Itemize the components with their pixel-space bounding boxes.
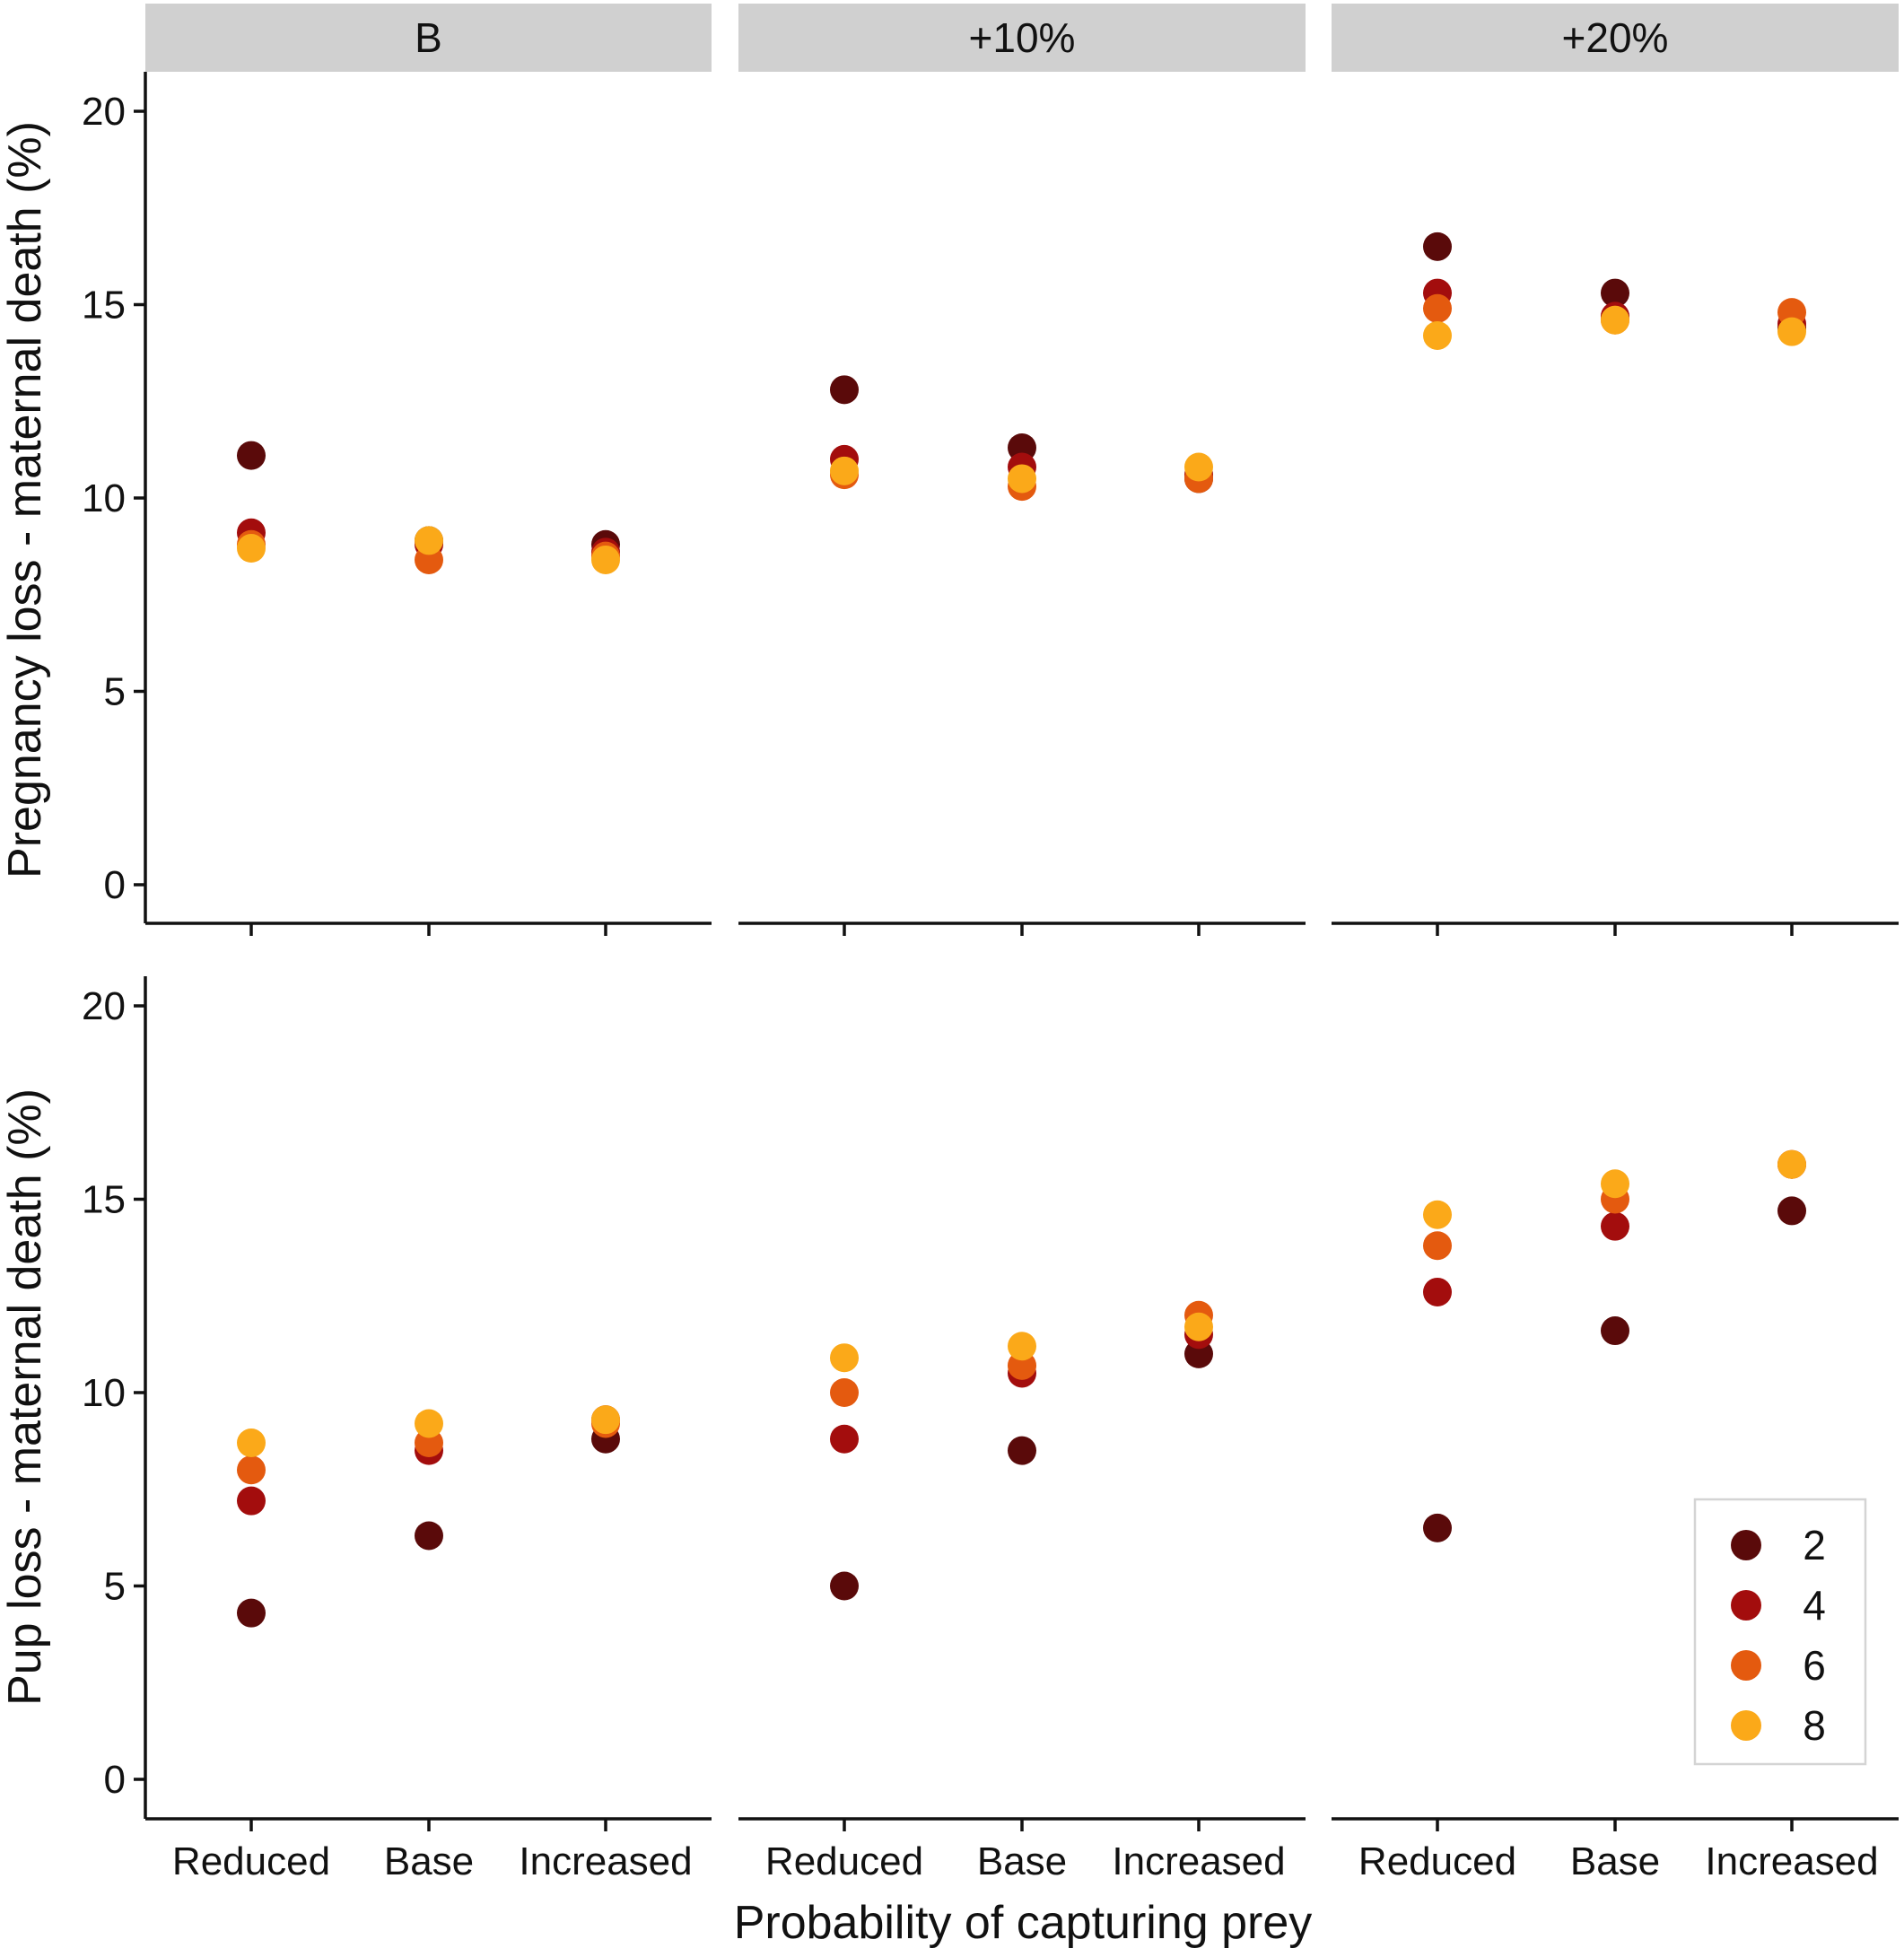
point-B-reduced-4 [237,1486,266,1516]
x-tick-label: Base [1570,1839,1660,1883]
panel-2: 0 5 10 15 20 Pup loss - maternal death (%) Red… [0,976,1899,1883]
point-B-base-2 [415,1521,443,1551]
point-10-reduced-2 [830,1571,859,1601]
facet-strip-label: +10% [969,14,1076,61]
facet-strips: B +10% +20% [145,4,1899,72]
facet-strip-bg [738,4,1306,72]
point-10-increased-8 [1184,452,1213,482]
panel-1: 0 5 10 15 20 Pregnancy loss - maternal death … [0,72,1899,936]
facet-strip-bg [145,4,712,72]
point-20-increased-2 [1777,1196,1806,1226]
point-20-base-2 [1601,278,1629,308]
facet-strip-label: +20% [1562,14,1669,61]
x-tick-label: Base [977,1839,1067,1883]
point-10-reduced-6 [830,1378,859,1407]
point-10-reduced-2 [830,375,859,405]
point-B-increased-8 [591,545,620,574]
point-20-increased-8 [1777,317,1806,346]
point-20-reduced-2 [1423,1513,1452,1542]
x-tick-label: Reduced [765,1839,923,1883]
facet-strip-bg [1332,4,1899,72]
point-20-reduced-6 [1423,293,1452,323]
y-tick-label: 15 [82,1178,126,1222]
x-axis-title: Probability of capturing prey [734,1897,1313,1949]
legend-label: 6 [1803,1642,1826,1689]
point-10-reduced-4 [830,1424,859,1454]
y-tick-label: 5 [104,1565,126,1609]
y-tick-label: 20 [82,90,126,134]
point-20-reduced-8 [1423,1200,1452,1229]
point-20-base-4 [1601,1211,1629,1241]
y-tick-label: 20 [82,984,126,1028]
point-B-reduced-6 [237,1455,266,1485]
legend-key-2 [1731,1530,1761,1560]
x-tick-label: Reduced [1358,1839,1516,1883]
point-10-base-8 [1008,1332,1036,1361]
x-tick-label: Increased [1705,1839,1878,1883]
point-20-base-8 [1601,1169,1629,1199]
legend: 2 4 6 8 [1693,1498,1867,1766]
point-B-reduced-8 [237,1428,266,1458]
legend-key-6 [1731,1650,1761,1681]
point-B-base-8 [415,526,443,555]
legend-label: 4 [1803,1582,1826,1629]
x-tick-label: Increased [1112,1839,1285,1883]
y-tick-label: 0 [104,863,126,907]
point-B-reduced-8 [237,534,266,564]
point-20-reduced-2 [1423,232,1452,261]
point-20-reduced-8 [1423,320,1452,350]
y-tick-label: 0 [104,1758,126,1802]
y-tick-label: 10 [82,476,126,520]
x-tick-label: Base [384,1839,474,1883]
point-10-reduced-8 [830,1343,859,1373]
point-20-increased-8 [1777,1149,1806,1179]
y-tick-label: 15 [82,284,126,328]
point-B-base-8 [415,1409,443,1438]
y-tick-label: 5 [104,670,126,714]
point-B-reduced-2 [237,441,266,470]
point-10-base-8 [1008,464,1036,494]
point-20-base-8 [1601,305,1629,335]
legend-label: 8 [1803,1702,1826,1749]
x-tick-label: Reduced [172,1839,330,1883]
point-B-increased-8 [591,1405,620,1435]
point-10-reduced-8 [830,456,859,485]
y-tick-label: 10 [82,1371,126,1415]
legend-key-8 [1731,1710,1761,1741]
point-20-reduced-6 [1423,1231,1452,1261]
y-axis-title: Pup loss - maternal death (%) [0,1088,51,1706]
point-10-base-2 [1008,1436,1036,1465]
legend-key-4 [1731,1590,1761,1621]
y-axis-title: Pregnancy loss - maternal death (%) [0,121,51,878]
point-20-reduced-4 [1423,1277,1452,1306]
legend-box [1693,1498,1867,1766]
legend-label: 2 [1803,1522,1826,1568]
point-B-reduced-2 [237,1598,266,1628]
point-10-increased-8 [1184,1312,1213,1341]
x-tick-label: Increased [519,1839,692,1883]
point-20-base-2 [1601,1316,1629,1346]
facet-strip-label: B [415,14,442,61]
